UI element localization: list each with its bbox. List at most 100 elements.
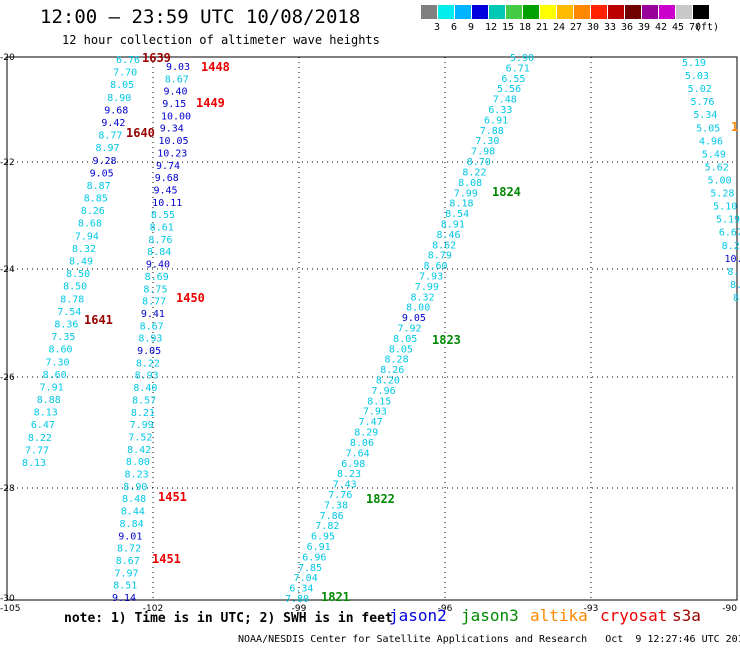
- swh-value-label: 7.96: [372, 386, 396, 397]
- swh-value-label: 8.62: [432, 240, 456, 251]
- scale-swatch: [625, 5, 641, 19]
- pass-time-label: 1448: [201, 60, 230, 74]
- swh-value-label: 7.99: [130, 420, 154, 431]
- swh-value-label: 8.84: [120, 519, 144, 530]
- swh-value-label: 9.74: [156, 161, 180, 172]
- swh-value-label: 9.05: [90, 168, 114, 179]
- scale-label: 12: [485, 22, 498, 33]
- scale-swatch: [455, 5, 471, 19]
- legend-altika: altika: [530, 606, 588, 625]
- swh-value-label: 8.20: [376, 376, 400, 387]
- swh-value-label: 9.01: [118, 531, 142, 542]
- swh-value-label: 8.97: [95, 143, 119, 154]
- swh-value-label: 5.05: [696, 123, 720, 134]
- swh-value-label: 8.91: [441, 219, 465, 230]
- swh-value-label: 8.68: [78, 219, 102, 230]
- swh-value-label: 7.54: [57, 307, 81, 318]
- pass-time-label: 1639: [142, 51, 171, 65]
- swh-value-label: 8.93: [135, 371, 159, 382]
- swh-value-label: 8.79: [428, 251, 452, 262]
- lon-tick-label: -99: [292, 604, 307, 614]
- swh-value-label: 7.64: [346, 448, 370, 459]
- swh-value-label: 7.48: [493, 95, 517, 106]
- swh-value-label: 9.14: [112, 593, 136, 604]
- swh-value-label: 8.22: [28, 433, 52, 444]
- swh-value-label: 8.0: [727, 267, 740, 278]
- swh-value-label: 8.06: [350, 438, 374, 449]
- scale-swatch: [642, 5, 658, 19]
- swh-value-label: 8.18: [449, 199, 473, 210]
- swh-value-label: 8.08: [458, 178, 482, 189]
- swh-value-label: 8.55: [151, 210, 175, 221]
- swh-value-label: 7.80: [285, 594, 309, 605]
- swh-value-label: 8.85: [84, 194, 108, 205]
- swh-value-label: 5.10: [713, 202, 737, 213]
- swh-value-label: 8.72: [117, 544, 141, 555]
- swh-value-label: 8.84: [147, 247, 171, 258]
- pass-time-label: 1451: [152, 552, 181, 566]
- scale-swatch: [659, 5, 675, 19]
- swh-value-label: 8.78: [60, 294, 84, 305]
- scale-swatch: [421, 5, 437, 19]
- swh-value-label: 7.98: [471, 147, 495, 158]
- swh-value-label: 6.55: [501, 74, 525, 85]
- swh-value-label: 8.13: [34, 408, 58, 419]
- footer-note: note: 1) Time is in UTC; 2) SWH is in fe…: [64, 611, 393, 626]
- swh-value-label: 9.05: [137, 346, 161, 357]
- swh-value-label: 8.24: [722, 241, 740, 252]
- swh-value-label: 10.23: [157, 148, 187, 159]
- scale-label: 21: [536, 22, 549, 33]
- lon-tick-label: -90: [722, 604, 737, 614]
- swh-value-label: 8.90: [123, 482, 147, 493]
- swh-value-label: 8.67: [165, 74, 189, 85]
- swh-value-label: 8.29: [354, 428, 378, 439]
- scale-swatch: [574, 5, 590, 19]
- swh-value-label: 6.34: [289, 584, 313, 595]
- swh-value-label: 7.43: [333, 480, 357, 491]
- scale-swatch: [591, 5, 607, 19]
- scale-label: (ft): [695, 22, 720, 33]
- scale-label: 42: [655, 22, 668, 33]
- swh-value-label: 5.02: [688, 84, 712, 95]
- plot-frame: [6, 56, 738, 601]
- pass-time-label: 1823: [432, 333, 461, 347]
- swh-value-label: 10.11: [152, 198, 182, 209]
- scale-swatch: [557, 5, 573, 19]
- swh-value-label: 8.93: [138, 334, 162, 345]
- scale-label: 45: [672, 22, 685, 33]
- scale-label: 30: [587, 22, 600, 33]
- swh-value-label: 8.26: [81, 206, 105, 217]
- swh-value-label: 7.35: [51, 332, 75, 343]
- swh-value-label: 9.41: [141, 309, 165, 320]
- swh-value-label: 7.52: [128, 432, 152, 443]
- lon-tick-label: -93: [584, 604, 599, 614]
- pass-time-label: 1641: [84, 313, 113, 327]
- lat-tick-label: -28: [0, 484, 15, 494]
- swh-value-label: 8.76: [148, 235, 172, 246]
- swh-value-label: 7.97: [115, 568, 139, 579]
- scale-label: 70: [689, 22, 702, 33]
- swh-value-label: 6.71: [506, 63, 530, 74]
- lon-tick-label: -105: [0, 604, 20, 614]
- swh-value-label: 6.33: [488, 105, 512, 116]
- swh-value-label: 5.19: [716, 215, 740, 226]
- swh-value-label: 8.23: [125, 470, 149, 481]
- swh-value-label: 6.98: [341, 459, 365, 470]
- swh-value-label: 8.36: [54, 319, 78, 330]
- swh-value-label: 7.30: [475, 136, 499, 147]
- swh-value-label: 9.40: [163, 87, 187, 98]
- swh-value-label: 8.51: [113, 581, 137, 592]
- swh-value-label: 8.26: [380, 365, 404, 376]
- swh-value-label: 8.13: [22, 458, 46, 469]
- swh-value-label: 5.03: [685, 71, 709, 82]
- swh-value-label: 6.67: [719, 228, 740, 239]
- scale-label: 27: [570, 22, 583, 33]
- pass-time-label: 1: [731, 120, 738, 134]
- swh-value-label: 6.76: [116, 55, 140, 66]
- swh-value-label: 7.86: [320, 511, 344, 522]
- swh-value-label: 7.38: [324, 500, 348, 511]
- swh-value-label: 8.44: [121, 507, 145, 518]
- lat-tick-label: -30: [0, 594, 15, 604]
- swh-value-label: 8.60: [423, 261, 447, 272]
